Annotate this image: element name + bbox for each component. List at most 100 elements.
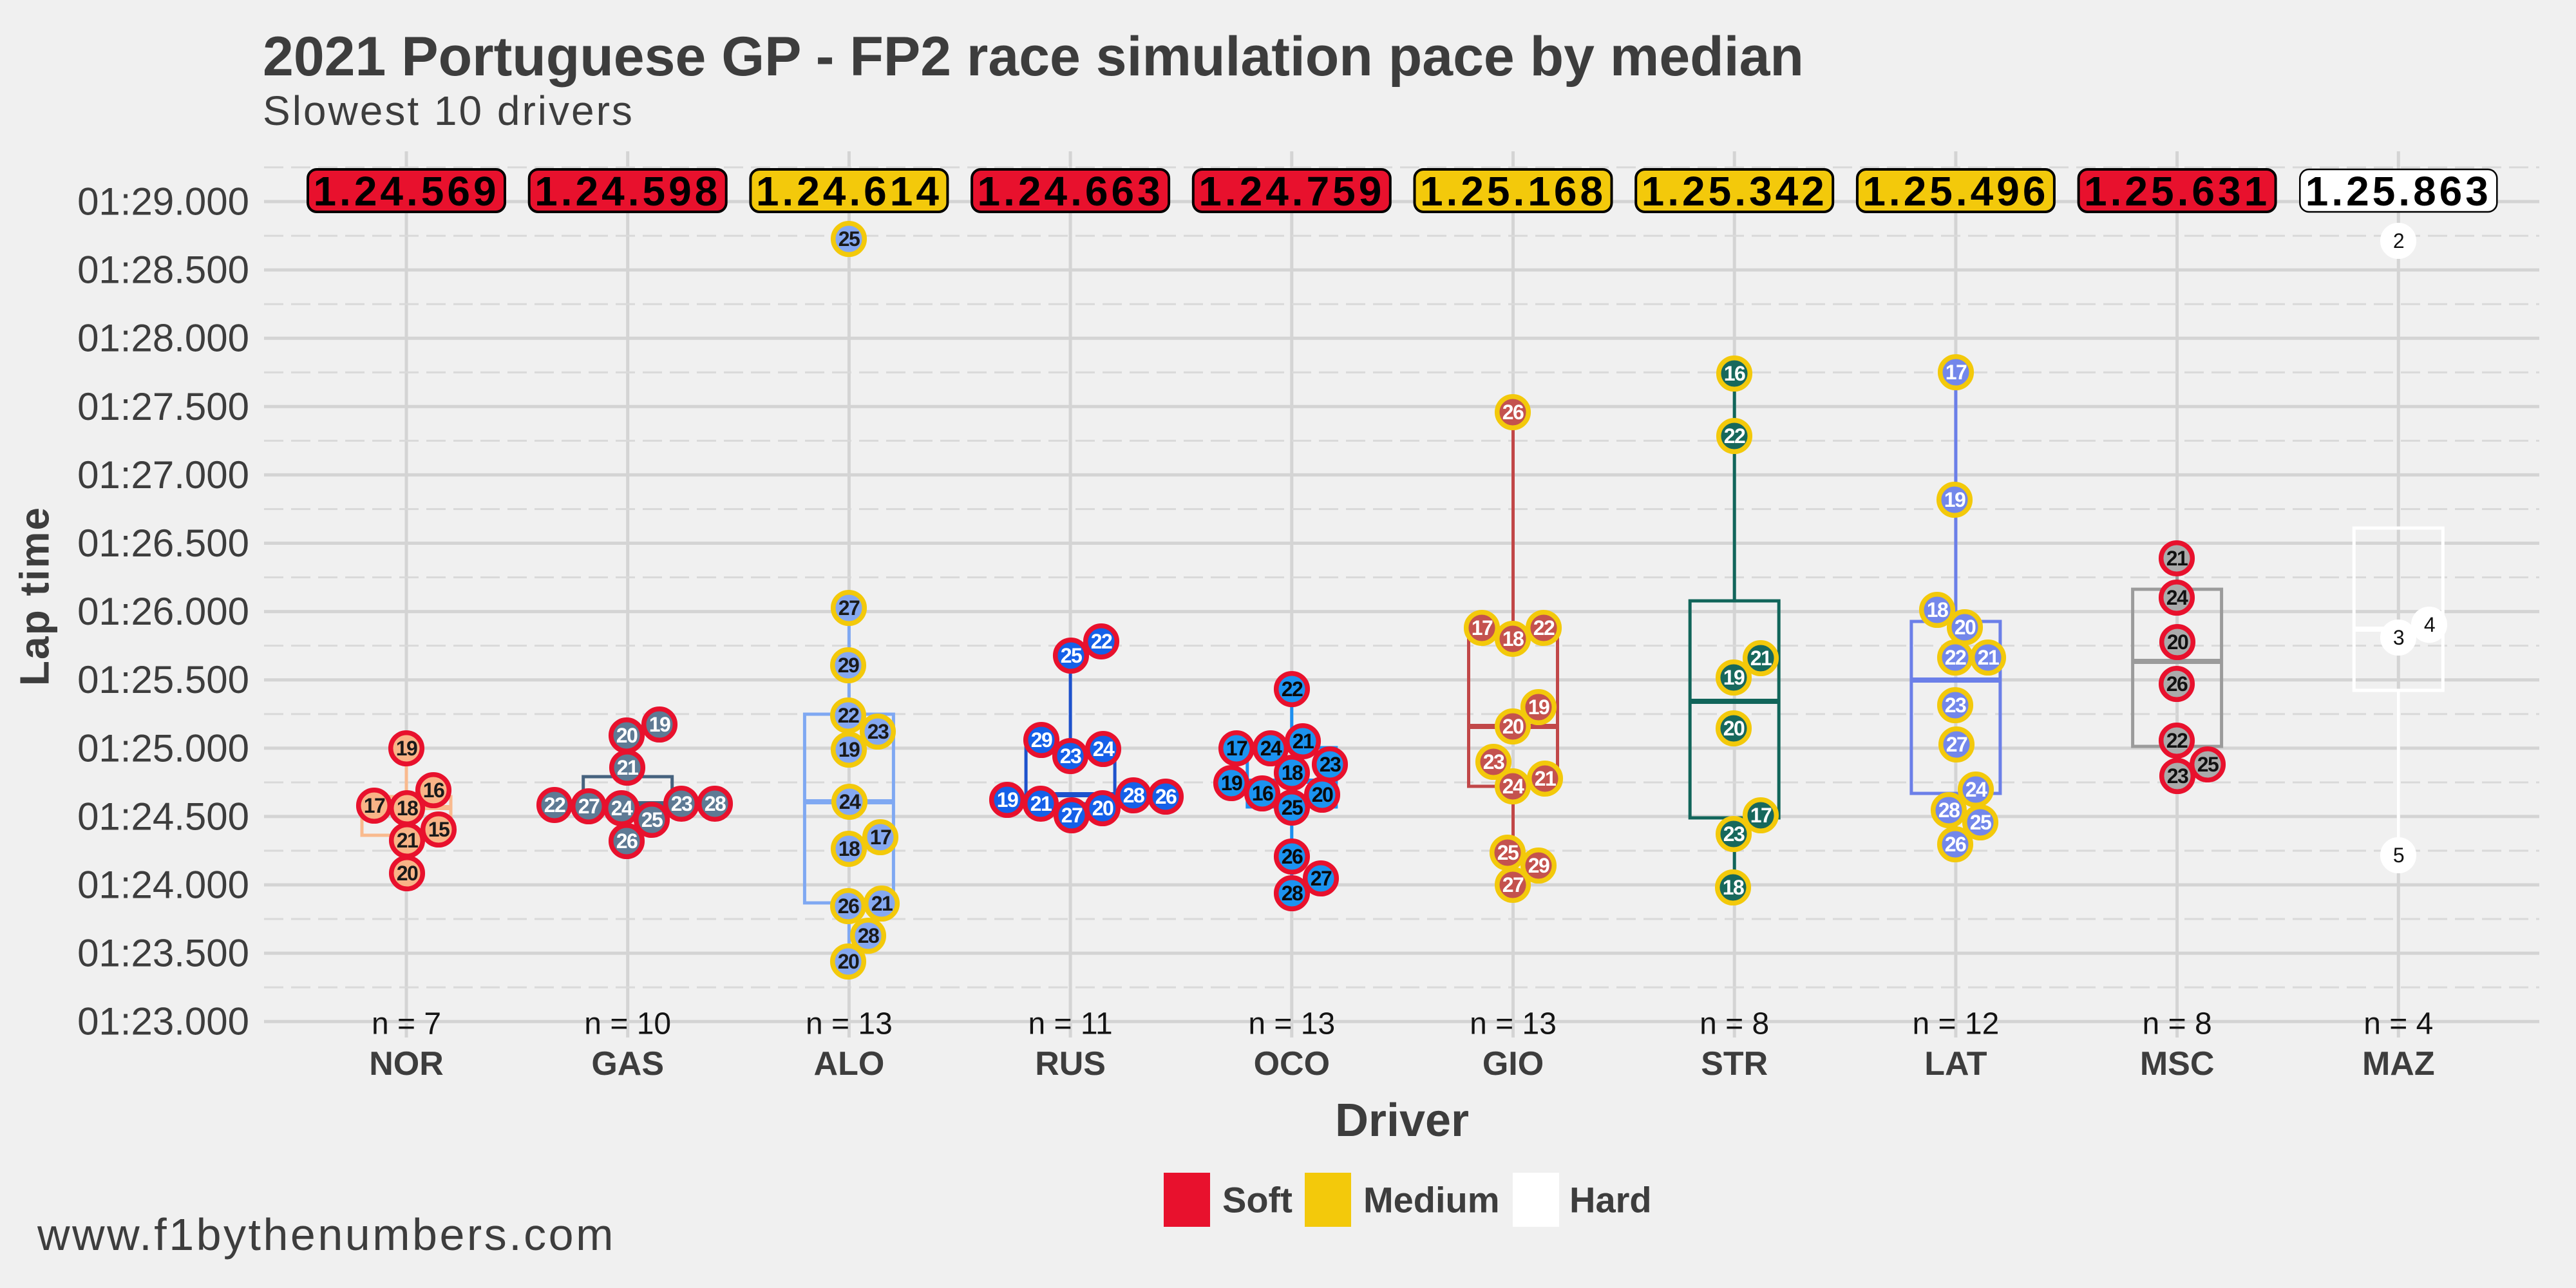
svg-text:1.24.614: 1.24.614 [756, 168, 942, 214]
svg-text:26: 26 [1282, 845, 1303, 868]
svg-text:26: 26 [838, 895, 859, 918]
svg-text:29: 29 [1031, 728, 1052, 752]
svg-text:24: 24 [839, 790, 861, 813]
svg-text:22: 22 [1724, 424, 1745, 448]
svg-text:n = 7: n = 7 [372, 1007, 441, 1041]
svg-text:1.24.598: 1.24.598 [535, 168, 721, 214]
svg-text:20: 20 [1723, 717, 1745, 740]
svg-text:1.25.342: 1.25.342 [1642, 168, 1828, 214]
svg-text:20: 20 [397, 862, 418, 885]
svg-text:n = 4: n = 4 [2363, 1007, 2433, 1041]
svg-text:1.25.631: 1.25.631 [2084, 168, 2270, 214]
svg-text:19: 19 [1944, 488, 1965, 511]
svg-text:21: 21 [617, 756, 638, 779]
svg-text:25: 25 [1282, 796, 1303, 819]
svg-text:www.f1bythenumbers.com: www.f1bythenumbers.com [37, 1209, 616, 1260]
svg-text:STR: STR [1701, 1045, 1768, 1083]
svg-text:28: 28 [1282, 882, 1303, 905]
svg-text:28: 28 [1938, 799, 1960, 822]
svg-text:n = 8: n = 8 [2143, 1007, 2212, 1041]
svg-text:24: 24 [1260, 737, 1282, 760]
svg-text:23: 23 [1945, 694, 1966, 717]
svg-text:21: 21 [1978, 646, 1999, 669]
svg-text:ALO: ALO [814, 1045, 885, 1083]
svg-text:01:23.000: 01:23.000 [77, 1000, 249, 1043]
svg-text:1.25.863: 1.25.863 [2306, 168, 2492, 214]
svg-text:25: 25 [1970, 811, 1991, 834]
svg-text:23: 23 [1060, 744, 1081, 768]
svg-text:27: 27 [1946, 733, 1967, 756]
svg-text:01:27.000: 01:27.000 [77, 453, 249, 497]
svg-text:17: 17 [364, 794, 385, 817]
svg-text:21: 21 [2166, 547, 2188, 570]
svg-text:19: 19 [396, 737, 417, 760]
svg-text:01:24.500: 01:24.500 [77, 795, 249, 838]
svg-text:MAZ: MAZ [2362, 1045, 2435, 1083]
svg-text:17: 17 [1946, 361, 1967, 384]
svg-text:18: 18 [838, 837, 860, 860]
svg-text:1.24.663: 1.24.663 [978, 168, 1164, 214]
svg-text:01:23.500: 01:23.500 [77, 932, 249, 975]
svg-text:21: 21 [871, 892, 893, 915]
svg-text:18: 18 [1502, 627, 1524, 650]
svg-text:16: 16 [1724, 362, 1745, 385]
svg-text:n = 13: n = 13 [806, 1007, 893, 1041]
svg-text:23: 23 [1483, 750, 1504, 773]
svg-text:01:29.000: 01:29.000 [77, 180, 249, 223]
svg-text:18: 18 [1927, 598, 1948, 621]
svg-text:24: 24 [2166, 586, 2188, 609]
svg-text:Soft: Soft [1222, 1180, 1293, 1220]
svg-text:25: 25 [2197, 753, 2219, 776]
svg-text:NOR: NOR [369, 1045, 444, 1083]
svg-text:28: 28 [858, 924, 879, 947]
svg-text:20: 20 [1502, 715, 1524, 738]
svg-text:22: 22 [1091, 630, 1112, 653]
svg-text:5: 5 [2393, 844, 2404, 867]
svg-text:4: 4 [2424, 613, 2435, 636]
svg-text:26: 26 [1155, 785, 1177, 808]
svg-text:27: 27 [1502, 873, 1524, 896]
svg-text:21: 21 [1535, 767, 1556, 790]
svg-text:1.24.759: 1.24.759 [1198, 168, 1385, 214]
svg-text:20: 20 [838, 950, 859, 973]
svg-text:25: 25 [1497, 841, 1519, 864]
svg-text:23: 23 [2167, 764, 2188, 788]
svg-text:22: 22 [1282, 677, 1303, 701]
svg-text:17: 17 [1750, 804, 1772, 827]
svg-text:28: 28 [1123, 784, 1144, 807]
svg-text:MSC: MSC [2140, 1045, 2215, 1083]
svg-text:17: 17 [1472, 616, 1493, 639]
svg-text:28: 28 [705, 792, 726, 815]
svg-text:19: 19 [1221, 772, 1242, 795]
svg-text:GAS: GAS [591, 1045, 664, 1083]
svg-text:01:25.500: 01:25.500 [77, 658, 249, 701]
svg-text:Driver: Driver [1335, 1095, 1469, 1146]
svg-text:n = 13: n = 13 [1248, 1007, 1335, 1041]
svg-text:Medium: Medium [1363, 1180, 1500, 1220]
svg-text:n = 8: n = 8 [1700, 1007, 1769, 1041]
svg-text:3: 3 [2393, 626, 2404, 649]
svg-text:16: 16 [423, 779, 444, 802]
svg-text:25: 25 [641, 808, 663, 831]
svg-text:01:28.500: 01:28.500 [77, 249, 249, 292]
svg-text:n = 13: n = 13 [1470, 1007, 1557, 1041]
svg-text:22: 22 [544, 793, 565, 817]
svg-text:15: 15 [428, 818, 450, 841]
svg-text:01:26.000: 01:26.000 [77, 590, 249, 633]
svg-text:20: 20 [2167, 630, 2188, 654]
svg-text:23: 23 [867, 720, 889, 743]
svg-text:19: 19 [1723, 666, 1745, 689]
svg-text:18: 18 [1282, 761, 1303, 784]
svg-text:1.24.569: 1.24.569 [313, 168, 499, 214]
svg-text:25: 25 [1061, 644, 1082, 667]
svg-text:21: 21 [397, 829, 418, 852]
svg-text:24: 24 [611, 797, 633, 820]
svg-text:22: 22 [2166, 729, 2188, 752]
svg-text:Slowest 10 drivers: Slowest 10 drivers [263, 88, 634, 134]
svg-text:22: 22 [1533, 616, 1555, 639]
svg-text:18: 18 [397, 797, 418, 820]
svg-text:20: 20 [616, 724, 638, 747]
svg-text:16: 16 [1252, 782, 1273, 805]
svg-text:19: 19 [649, 713, 670, 736]
svg-text:29: 29 [838, 654, 859, 677]
